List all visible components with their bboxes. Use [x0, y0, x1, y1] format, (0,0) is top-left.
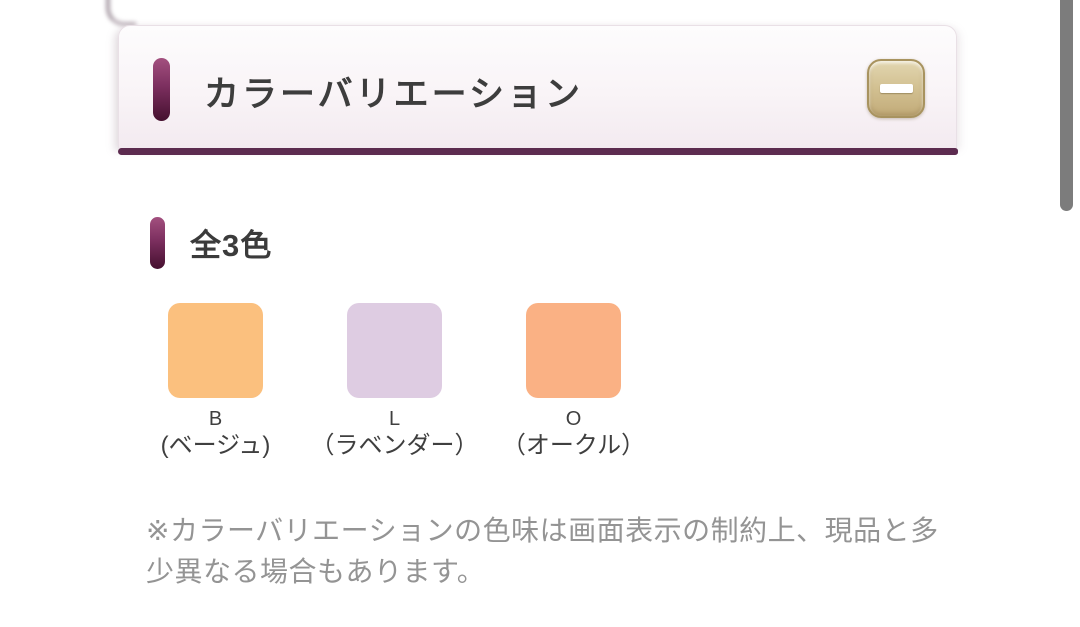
- swatch-name: (ベージュ): [160, 432, 271, 459]
- color-variation-panel-header: カラーバリエーション: [118, 25, 957, 148]
- color-swatch-beige: [168, 303, 263, 398]
- collapse-button[interactable]: [867, 59, 925, 118]
- subheading-marker-bar: [150, 217, 165, 269]
- previous-section-corner-shadow: [106, 0, 136, 26]
- swatch-item-ochre: O （オークル）: [484, 303, 663, 460]
- color-count-heading: 全3色: [190, 228, 273, 263]
- swatch-code: L: [388, 408, 401, 430]
- heading-marker-bar: [153, 58, 170, 121]
- swatch-name: （オークル）: [501, 432, 646, 459]
- swatch-item-beige: B (ベージュ): [126, 303, 305, 460]
- swatch-row: B (ベージュ) L （ラベンダー） O （オークル）: [126, 303, 663, 460]
- color-swatch-ochre: [526, 303, 621, 398]
- swatch-code: B: [208, 408, 223, 430]
- swatch-item-lavender: L （ラベンダー）: [305, 303, 484, 460]
- swatch-code: O: [565, 408, 582, 430]
- scrollbar-thumb[interactable]: [1060, 0, 1073, 211]
- color-swatch-lavender: [347, 303, 442, 398]
- panel-title: カラーバリエーション: [204, 75, 583, 114]
- minus-icon: [879, 84, 913, 93]
- swatch-name: （ラベンダー）: [310, 432, 479, 459]
- panel-underline: [118, 148, 958, 155]
- color-disclaimer-note: ※カラーバリエーションの色味は画面表示の制約上、現品と多少異なる場合もあります。: [146, 515, 939, 587]
